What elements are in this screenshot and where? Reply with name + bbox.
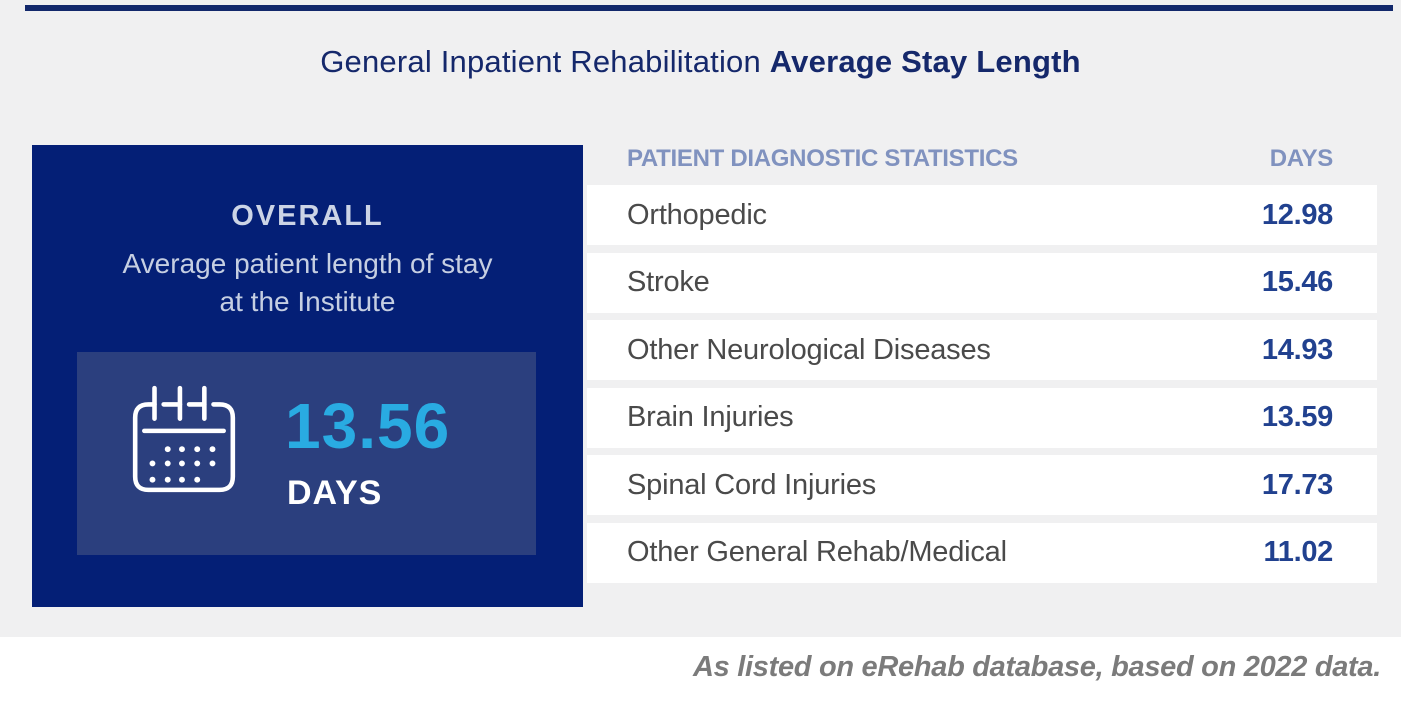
table-row-spinal-cord: Spinal Cord Injuries 17.73 xyxy=(587,455,1377,515)
column-header-days: DAYS xyxy=(1269,145,1334,172)
row-value: 17.73 xyxy=(1261,468,1333,501)
row-label: Other General Rehab/Medical xyxy=(627,536,1007,568)
table-row-other-general: Other General Rehab/Medical 11.02 xyxy=(587,522,1377,583)
source-note: As listed on eRehab database, based on 2… xyxy=(693,651,1381,683)
overall-days-value: 13.56 xyxy=(285,390,451,462)
table-row-brain-injuries: Brain Injuries 13.59 xyxy=(587,387,1377,448)
table-row-other-neurological: Other Neurological Diseases 14.93 xyxy=(587,320,1377,380)
row-label: Orthopedic xyxy=(627,198,767,231)
overall-subheading: Average patient length of stay at the Ins… xyxy=(32,245,583,321)
row-label: Brain Injuries xyxy=(627,401,794,433)
calendar-icon xyxy=(132,385,236,493)
page-title-regular: General Inpatient Rehabilitation xyxy=(320,44,770,79)
overall-days-unit: DAYS xyxy=(287,474,383,512)
table-header-row: PATIENT DIAGNOSTIC STATISTICS DAYS xyxy=(627,142,1333,176)
row-value: 14.93 xyxy=(1261,333,1333,366)
column-header-diagnostics: PATIENT DIAGNOSTIC STATISTICS xyxy=(627,145,1018,172)
overall-subheading-line1: Average patient length of stay xyxy=(122,248,493,279)
row-label: Other Neurological Diseases xyxy=(627,333,991,366)
row-value: 11.02 xyxy=(1263,536,1334,568)
diagnostic-table: Orthopedic 12.98 Stroke 15.46 Other Neur… xyxy=(587,185,1377,583)
row-label: Stroke xyxy=(627,266,710,298)
table-row-orthopedic: Orthopedic 12.98 xyxy=(587,185,1377,245)
top-accent-bar xyxy=(25,5,1393,11)
page-title-bold: Average Stay Length xyxy=(769,44,1081,79)
row-value: 12.98 xyxy=(1261,198,1333,231)
table-row-stroke: Stroke 15.46 xyxy=(587,252,1377,313)
overall-stat-box: 13.56 DAYS xyxy=(77,352,536,555)
overall-heading: OVERALL xyxy=(231,200,384,232)
row-value: 13.59 xyxy=(1261,401,1333,433)
row-value: 15.46 xyxy=(1261,266,1333,298)
overall-panel: OVERALL Average patient length of stay at… xyxy=(32,145,583,607)
page-title: General Inpatient Rehabilitation Average… xyxy=(0,44,1401,80)
row-label: Spinal Cord Injuries xyxy=(627,468,877,501)
overall-subheading-line2: at the Institute xyxy=(219,286,396,317)
